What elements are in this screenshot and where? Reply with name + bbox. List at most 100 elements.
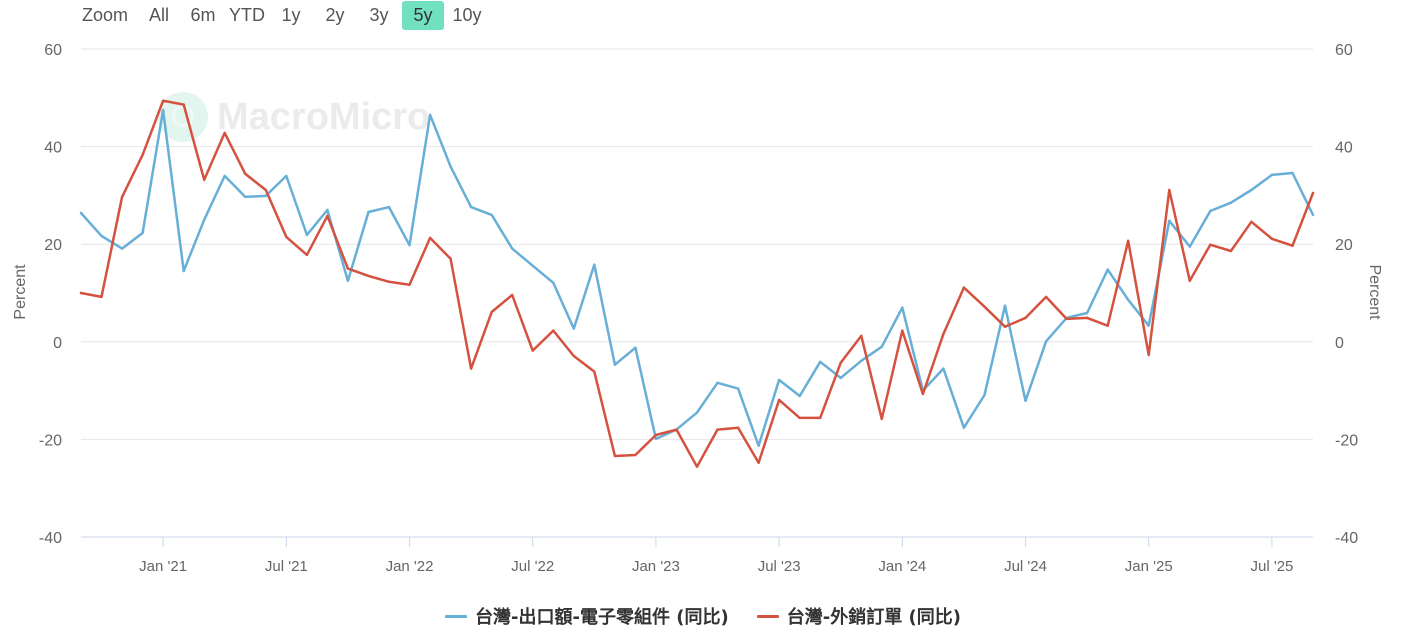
data-point bbox=[572, 354, 575, 358]
data-point bbox=[367, 274, 370, 278]
y-tick-label-left: 20 bbox=[44, 237, 62, 254]
x-tick-label: Jul '25 bbox=[1250, 558, 1293, 575]
zoom-button-6m[interactable]: 6m bbox=[190, 5, 216, 25]
watermark: MacroMicro bbox=[158, 92, 430, 142]
data-point bbox=[798, 394, 801, 398]
zoom-button-all[interactable]: All bbox=[148, 5, 169, 25]
y-tick-label-right: 0 bbox=[1335, 335, 1344, 352]
x-tick-label: Jan '24 bbox=[878, 558, 926, 575]
data-point bbox=[1127, 298, 1130, 301]
x-tick-label: Jan '25 bbox=[1125, 558, 1173, 575]
legend-line-swatch bbox=[445, 614, 468, 618]
data-point bbox=[1229, 249, 1233, 253]
data-point bbox=[203, 178, 206, 181]
data-point bbox=[901, 329, 904, 332]
data-point bbox=[1291, 244, 1294, 247]
data-point bbox=[161, 108, 165, 112]
data-point bbox=[428, 113, 432, 117]
data-point bbox=[449, 257, 452, 260]
data-point bbox=[1250, 220, 1253, 223]
data-point bbox=[79, 211, 83, 215]
data-point bbox=[613, 363, 617, 366]
data-point bbox=[469, 367, 473, 370]
data-point bbox=[777, 398, 781, 402]
data-point bbox=[285, 235, 288, 239]
data-point bbox=[1024, 399, 1027, 402]
y-axis-left: Percent 60 40 20 0 -20 -40 bbox=[12, 42, 62, 547]
data-point bbox=[223, 131, 226, 135]
data-point bbox=[1168, 188, 1171, 192]
data-point bbox=[593, 263, 596, 266]
legend-label: 台灣-外銷訂單 (同比) bbox=[786, 607, 961, 628]
data-point bbox=[613, 454, 617, 458]
data-point bbox=[983, 305, 986, 308]
data-point bbox=[244, 195, 247, 199]
data-point bbox=[1024, 316, 1027, 320]
data-point bbox=[531, 264, 534, 267]
data-point bbox=[408, 244, 411, 247]
export-orders-series bbox=[79, 99, 1315, 468]
data-point bbox=[1311, 213, 1315, 217]
data-point bbox=[552, 281, 555, 284]
data-point bbox=[141, 231, 144, 235]
data-point bbox=[1168, 219, 1171, 222]
range-selector: Zoom All 6m YTD 1y 2y 3y 5y 10y bbox=[0, 0, 520, 32]
data-point bbox=[1127, 239, 1130, 242]
data-point bbox=[654, 437, 658, 441]
data-point bbox=[367, 210, 370, 214]
data-point bbox=[777, 378, 781, 382]
data-point bbox=[860, 334, 863, 338]
y-tick-label-left: -20 bbox=[39, 432, 62, 449]
x-tick-label: Jan '22 bbox=[386, 558, 434, 575]
data-point bbox=[326, 208, 329, 212]
data-point bbox=[161, 99, 165, 102]
data-point bbox=[100, 295, 103, 299]
data-point bbox=[531, 349, 534, 352]
zoom-button-3y[interactable]: 3y bbox=[369, 5, 389, 25]
data-point bbox=[901, 306, 904, 309]
data-point bbox=[962, 286, 966, 289]
data-point bbox=[511, 293, 514, 297]
data-point bbox=[1209, 243, 1212, 246]
data-point bbox=[1044, 295, 1048, 299]
legend-item-export-orders[interactable]: 台灣-外銷訂單 (同比) bbox=[756, 603, 961, 629]
data-point bbox=[1085, 316, 1089, 320]
data-point bbox=[716, 428, 719, 431]
data-point bbox=[942, 367, 945, 370]
data-point bbox=[182, 269, 185, 273]
zoom-button-ytd[interactable]: YTD bbox=[229, 5, 265, 25]
data-point bbox=[1147, 324, 1150, 327]
zoom-button-10y[interactable]: 10y bbox=[452, 5, 482, 25]
data-point bbox=[1270, 237, 1274, 240]
data-point bbox=[942, 332, 945, 336]
data-point bbox=[736, 426, 740, 429]
data-point bbox=[654, 433, 658, 437]
electronic-components-exports-line bbox=[79, 108, 1315, 447]
data-point bbox=[757, 461, 760, 464]
data-point bbox=[346, 279, 350, 282]
data-point bbox=[634, 346, 637, 349]
data-point bbox=[716, 381, 719, 384]
data-point bbox=[634, 453, 637, 457]
data-point bbox=[203, 218, 206, 221]
y-tick-label-right: 20 bbox=[1335, 237, 1353, 254]
legend-label: 台灣-出口額-電子零組件 (同比) bbox=[475, 607, 729, 628]
data-point bbox=[285, 174, 288, 178]
data-point bbox=[1003, 304, 1007, 307]
zoom-button-1y[interactable]: 1y bbox=[281, 5, 301, 25]
x-tick-label: Jul '24 bbox=[1004, 558, 1047, 575]
data-point bbox=[1229, 201, 1233, 204]
data-point bbox=[695, 411, 699, 414]
zoom-button-2y[interactable]: 2y bbox=[325, 5, 345, 25]
legend-item-electronic-components-exports[interactable]: 台灣-出口額-電子零組件 (同比) bbox=[445, 603, 729, 629]
data-point bbox=[593, 370, 596, 373]
data-point bbox=[1044, 340, 1048, 343]
y-tick-label-right: 40 bbox=[1335, 140, 1353, 157]
data-point bbox=[572, 327, 575, 330]
zoom-label: Zoom bbox=[82, 5, 129, 25]
zoom-button-5y[interactable]: 5y bbox=[402, 1, 444, 30]
y-axis-right: Percent 60 40 20 0 -20 -40 bbox=[1335, 42, 1383, 547]
data-point bbox=[1065, 317, 1068, 321]
data-point bbox=[264, 188, 267, 192]
data-point bbox=[819, 360, 822, 363]
